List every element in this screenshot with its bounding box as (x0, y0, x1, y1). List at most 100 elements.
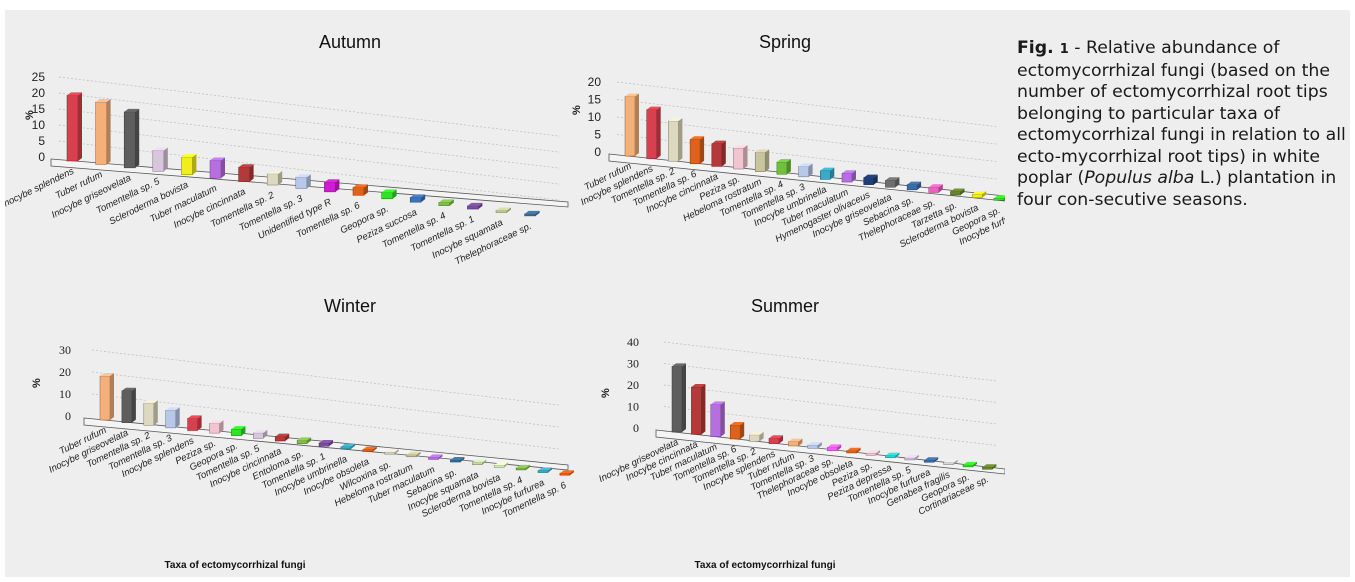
bar-front (450, 459, 461, 463)
bar-top (866, 450, 880, 454)
bar (165, 407, 180, 429)
bar-top (924, 457, 939, 461)
bar (971, 191, 987, 198)
bar-side (682, 363, 686, 432)
y-tick-label: 0 (594, 145, 601, 159)
bar (123, 108, 140, 169)
bar (231, 426, 246, 437)
bar-top (749, 431, 764, 435)
bar-front (768, 438, 780, 444)
bar (691, 384, 706, 435)
bar (729, 422, 745, 440)
bar-front (143, 403, 155, 426)
bar-front (865, 452, 877, 456)
bar (928, 184, 943, 193)
bar-side (720, 401, 725, 437)
y-tick-label: 20 (627, 378, 639, 392)
bar-front (671, 366, 683, 433)
bar-top (362, 446, 377, 450)
bar-front (296, 440, 308, 444)
bar (340, 443, 355, 450)
bar-top (496, 207, 511, 211)
bar-front (362, 449, 374, 452)
bar-front (274, 436, 286, 442)
bar-top (769, 435, 783, 439)
bar-front (668, 120, 679, 162)
caption-text-1: - Relative abundance of ectomycorrhizal … (1017, 38, 1346, 188)
gridline (58, 124, 561, 185)
bar-front (885, 179, 896, 188)
bar-top (353, 184, 368, 188)
bar-front (428, 457, 439, 460)
y-tick-label: 0 (633, 421, 639, 435)
y-tick-label: 20 (588, 75, 602, 89)
bar-side (779, 435, 783, 444)
bar-side (392, 189, 397, 199)
bar-top (943, 459, 958, 463)
bar-front (324, 182, 336, 193)
chart-title: Spring (759, 32, 811, 52)
bar (467, 202, 483, 210)
bar (295, 174, 311, 189)
bar-top (820, 167, 835, 171)
caption-text-2: L.) plantation in four con-secutive seas… (1017, 168, 1337, 210)
bar (923, 457, 939, 463)
bar-side (307, 437, 312, 444)
bar-side (982, 191, 987, 198)
bar-front (352, 187, 365, 196)
bar-top (67, 92, 82, 96)
bar (409, 194, 426, 203)
bar (324, 179, 340, 193)
bar-top (450, 457, 465, 461)
bar (671, 363, 686, 433)
figure: 0 5 10 15 20 25 Inocybe splendens Tuber rufum In… (5, 10, 1350, 577)
bar (187, 415, 202, 431)
bar-top (165, 407, 180, 411)
bar-top (438, 199, 454, 203)
bar-side (743, 145, 748, 170)
bar (798, 163, 813, 178)
bar (646, 106, 661, 159)
gridline (58, 76, 561, 137)
bar-front (962, 464, 974, 468)
bar (559, 470, 574, 476)
y-tick-label: 10 (627, 400, 639, 414)
y-tick-label: 30 (59, 343, 71, 357)
bar-front (729, 424, 741, 440)
bar-top (297, 437, 312, 441)
bar-front (123, 111, 136, 169)
bar-top (963, 461, 977, 465)
gridline (58, 92, 561, 153)
bar (296, 437, 312, 444)
y-tick-label: 10 (32, 118, 46, 132)
bar-top (807, 442, 822, 446)
bar-side (219, 420, 224, 434)
bar-front (266, 173, 279, 186)
bar-top (827, 444, 842, 448)
bar (749, 431, 764, 442)
bar-top (295, 174, 311, 178)
bar-side (163, 147, 168, 172)
bar-front (559, 472, 571, 476)
bar (904, 454, 919, 461)
bar-side (914, 454, 919, 460)
bar (450, 457, 465, 463)
bar-front (710, 404, 722, 437)
bar-side (241, 426, 246, 436)
bar-side (830, 167, 835, 180)
bar-side (960, 188, 965, 196)
bar-top (625, 93, 639, 97)
bar-side (504, 462, 509, 468)
bar-front (754, 152, 766, 172)
bar-front (904, 457, 916, 461)
bar-front (209, 160, 222, 179)
bar-front (826, 447, 838, 451)
y-axis-label: % (31, 378, 43, 388)
bar-side (394, 449, 399, 455)
bar-front (409, 197, 422, 203)
bar-top (798, 163, 813, 167)
bar (406, 451, 421, 458)
bar-side (700, 136, 705, 164)
bar-top (691, 384, 706, 388)
